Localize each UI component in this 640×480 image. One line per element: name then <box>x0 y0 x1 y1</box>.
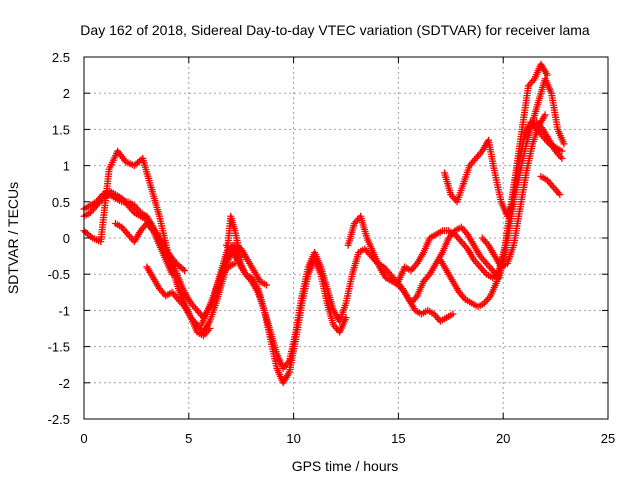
y-tick-label: 2 <box>63 86 70 101</box>
axis-ticks <box>83 56 609 420</box>
y-tick-label: 0 <box>63 231 70 246</box>
data-point <box>342 314 350 322</box>
data-point <box>262 281 270 289</box>
data-point <box>168 270 176 278</box>
x-tick-label: 25 <box>601 431 615 446</box>
data-point <box>558 154 566 162</box>
y-tick-label: 1 <box>63 159 70 174</box>
data-point <box>558 147 566 155</box>
y-tick-label: -0.5 <box>48 267 70 282</box>
data-point <box>556 191 564 199</box>
y-axis-label: SDTVAR / TECUs <box>5 182 21 294</box>
chart-title: Day 162 of 2018, Sidereal Day-to-day VTE… <box>80 22 590 38</box>
x-tick-label: 5 <box>185 431 192 446</box>
data-points <box>80 60 568 387</box>
series-track-11 <box>441 75 568 220</box>
data-point <box>449 310 457 318</box>
y-tick-label: 2.5 <box>52 50 70 65</box>
y-tick-label: -1.5 <box>48 340 70 355</box>
y-tick-label: 1.5 <box>52 122 70 137</box>
y-tick-label: -1 <box>58 303 70 318</box>
y-tick-label: -2.5 <box>48 412 70 427</box>
x-tick-label: 15 <box>391 431 405 446</box>
data-point <box>543 71 551 79</box>
x-tick-label: 20 <box>496 431 510 446</box>
x-tick-label: 0 <box>80 431 87 446</box>
series-track-14 <box>537 172 564 199</box>
y-tick-label: -2 <box>58 376 70 391</box>
data-point <box>560 140 568 148</box>
y-tick-label: 0.5 <box>52 195 70 210</box>
x-axis-label: GPS time / hours <box>292 458 399 474</box>
series-track-13 <box>478 111 549 271</box>
x-tick-label: 10 <box>286 431 300 446</box>
series-track-8 <box>223 241 350 387</box>
data-point <box>541 111 549 119</box>
data-point <box>179 265 187 273</box>
data-point <box>181 267 189 275</box>
series-track-4 <box>111 220 176 278</box>
tick-labels: 0 5 10 15 20 25 -2.5 -2 -1.5 -1 -0.5 0 0.5 1 1.5 2 2.5 <box>48 50 616 446</box>
data-point <box>87 233 95 241</box>
